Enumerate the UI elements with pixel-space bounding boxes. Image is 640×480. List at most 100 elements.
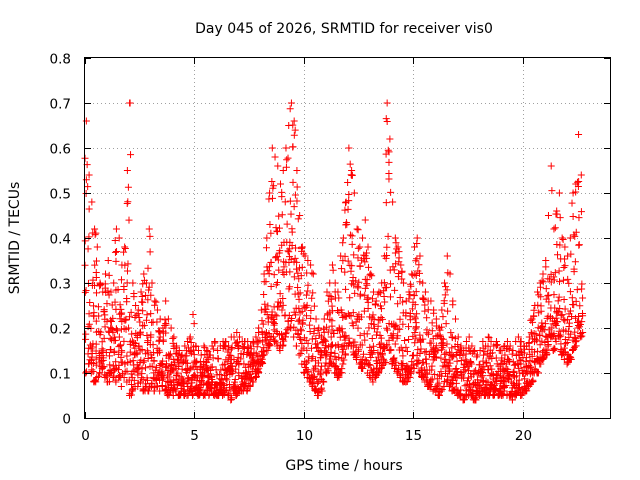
data-point [334,341,342,349]
data-point [560,344,568,352]
data-point [412,323,420,331]
data-point [335,373,343,381]
y-tick-label: 0.1 [50,367,71,383]
data-point [534,288,542,296]
data-point [525,339,533,347]
data-point [125,216,133,224]
data-point [547,162,555,170]
data-point [112,225,120,233]
data-point [369,311,377,319]
data-point [129,368,137,376]
data-point [339,360,347,368]
data-point [165,373,173,381]
data-point [565,310,573,318]
data-point [304,368,312,376]
data-point [329,266,337,274]
data-point [459,351,467,359]
data-point [227,345,235,353]
data-point [280,263,288,271]
data-point [377,305,385,313]
data-point [382,199,390,207]
data-point [382,358,390,366]
data-point [207,373,215,381]
data-point [85,233,93,241]
data-point [327,349,335,357]
data-point [281,333,289,341]
data-point [567,330,575,338]
data-point [571,258,579,266]
data-point [565,333,573,341]
data-point [317,385,325,393]
data-point [569,213,577,221]
data-point [143,374,151,382]
data-point [145,286,153,294]
data-point [132,302,140,309]
data-point [297,350,305,358]
data-point [113,247,121,255]
data-point [257,358,265,366]
data-point [167,324,175,332]
data-point [102,349,110,357]
x-tick-label: 5 [190,428,199,444]
data-point [571,232,579,240]
data-point [289,178,297,186]
data-point [452,379,460,387]
data-point [270,333,278,341]
data-point [446,348,454,356]
data-point [539,270,547,278]
data-point [327,333,335,341]
data-point [568,294,576,302]
data-point [156,315,164,323]
data-point [556,333,564,341]
data-point [434,381,442,389]
data-point [395,248,403,256]
data-point [316,371,324,379]
data-point [387,346,395,354]
data-point [290,333,298,341]
data-point [184,375,192,383]
data-point [296,212,304,219]
data-point [346,160,354,168]
data-point [446,359,454,367]
data-point [417,345,425,353]
data-point [566,288,574,296]
data-point [317,366,325,374]
data-point [479,372,487,380]
data-point [439,335,447,343]
data-point [430,309,438,317]
data-point [208,363,216,371]
data-point [356,262,364,270]
data-point [306,321,314,329]
data-point [357,313,365,321]
data-point [443,286,451,294]
data-point [127,151,135,159]
data-point [179,358,187,366]
data-point [84,245,92,253]
data-point [538,277,546,285]
data-point [558,234,566,242]
data-point [576,302,584,310]
data-point [309,353,317,361]
data-point [543,350,551,358]
data-point [260,351,268,359]
data-point [235,333,243,341]
data-point [399,320,407,328]
data-point [416,278,424,286]
data-point [155,346,163,354]
data-point [536,341,544,349]
data-point [238,374,246,382]
data-point [552,321,560,329]
data-point [541,320,549,328]
data-point [92,378,100,386]
data-point [555,267,563,275]
data-point [527,363,535,371]
data-point [325,292,333,300]
data-point [234,353,242,361]
data-point [131,344,139,352]
data-point [409,361,417,369]
data-point [567,307,575,315]
data-point [343,220,351,228]
data-point [308,269,316,277]
data-point [324,328,332,336]
data-point [85,205,93,213]
